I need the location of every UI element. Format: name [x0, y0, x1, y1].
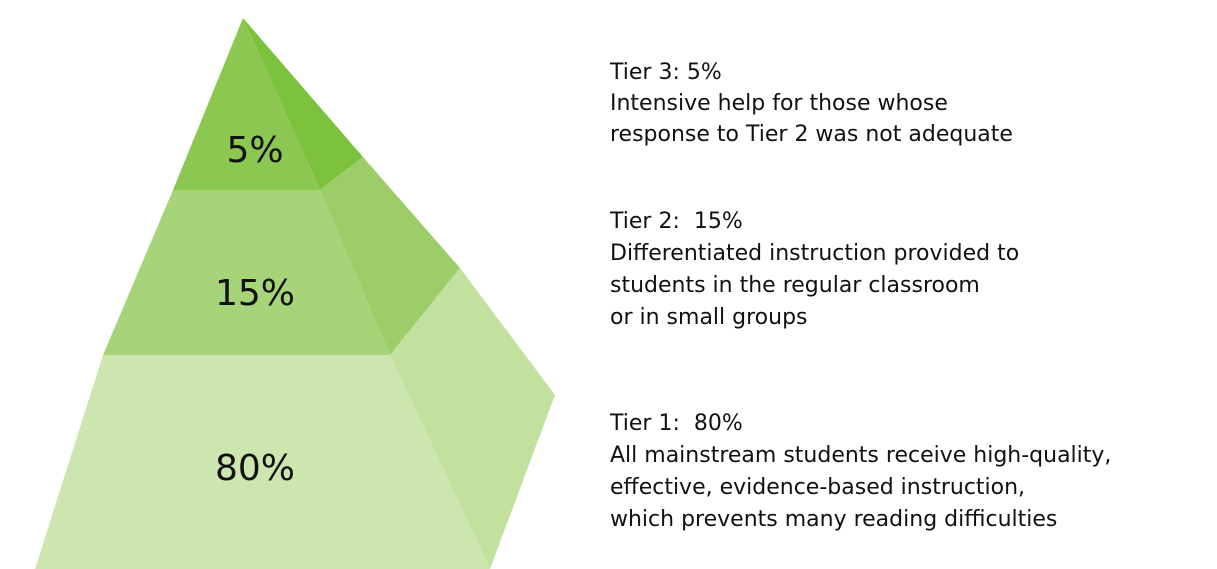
tier-description: Differentiated instruction provided to [610, 241, 1019, 266]
tier1-side [390, 268, 555, 569]
tier-description: which prevents many reading difficulties [610, 507, 1057, 532]
tier-description: or in small groups [610, 305, 808, 330]
tier-description: All mainstream students receive high-qua… [610, 443, 1111, 468]
tier-heading: Tier 2: 15% [609, 209, 743, 234]
tier2-front [103, 190, 390, 355]
tier-description: students in the regular classroom [610, 273, 980, 298]
tier-description: response to Tier 2 was not adequate [610, 122, 1013, 147]
tier3-side [243, 18, 363, 190]
tier-label: 5% [226, 130, 283, 171]
tier-description: effective, evidence-based instruction, [610, 475, 1025, 500]
tier-description: Intensive help for those whose [610, 91, 948, 116]
tier3-front [173, 18, 320, 190]
tier-heading: Tier 1: 80% [609, 411, 743, 436]
tier-label: 80% [215, 448, 295, 489]
tier1-front [35, 355, 490, 569]
tier-heading: Tier 3: 5% [609, 60, 722, 85]
tier-label: 15% [215, 273, 295, 314]
tier2-side [320, 157, 460, 355]
